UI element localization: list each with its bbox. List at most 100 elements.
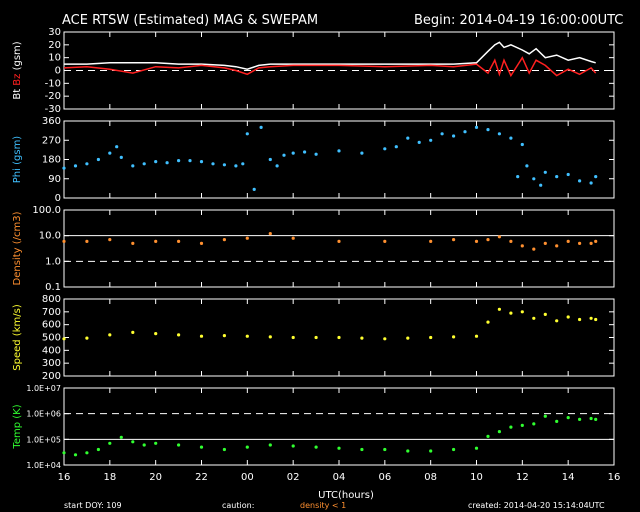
data-point-temp xyxy=(73,453,78,457)
data-point-phi xyxy=(259,125,263,129)
x-tick-label: 22 xyxy=(195,472,208,483)
data-point-temp xyxy=(199,445,204,449)
y-tick-label: 20 xyxy=(48,40,61,51)
data-point-density xyxy=(543,241,547,245)
y-tick-label: 1.0E+05 xyxy=(26,435,61,444)
y-tick-label: 1.0E+07 xyxy=(26,384,61,393)
start-doy: start DOY: 109 xyxy=(64,501,122,510)
data-point-speed xyxy=(566,315,570,319)
data-point-density xyxy=(566,239,570,243)
y-axis-label: Phi (gsm) xyxy=(12,136,23,184)
data-point-density xyxy=(474,239,479,243)
data-point-temp xyxy=(532,422,536,426)
x-tick-label: 18 xyxy=(103,472,116,483)
data-point-temp xyxy=(497,430,501,434)
data-point-phi xyxy=(452,134,456,138)
y-tick-label: -20 xyxy=(45,91,61,102)
data-point-phi xyxy=(555,175,559,179)
data-point-density xyxy=(497,235,501,239)
data-point-phi xyxy=(85,162,89,166)
data-point-phi xyxy=(252,187,256,191)
data-point-temp xyxy=(578,417,582,421)
data-point-density xyxy=(578,241,582,245)
data-point-speed xyxy=(85,336,89,340)
data-point-speed xyxy=(452,335,456,339)
data-point-temp xyxy=(383,447,387,452)
data-point-speed xyxy=(474,334,479,338)
chart-title: ACE RTSW (Estimated) MAG & SWEPAM xyxy=(62,13,318,28)
data-point-phi xyxy=(199,160,204,164)
data-point-speed xyxy=(268,335,272,339)
data-point-density xyxy=(532,247,536,251)
data-point-speed xyxy=(520,310,524,314)
begin-timestamp: Begin: 2014-04-19 16:00:00UTC xyxy=(414,13,623,28)
data-point-temp xyxy=(108,441,112,445)
data-point-speed xyxy=(589,316,593,320)
x-tick-label: 14 xyxy=(562,472,575,483)
data-point-phi xyxy=(131,164,135,168)
data-point-phi xyxy=(525,164,529,168)
data-point-density xyxy=(520,244,524,248)
data-point-density xyxy=(594,239,598,243)
data-point-phi xyxy=(543,170,547,174)
data-point-temp xyxy=(177,443,181,447)
data-point-phi xyxy=(578,179,582,183)
y-tick-label: 90 xyxy=(48,174,61,185)
y-tick-label: 10 xyxy=(48,53,61,64)
data-point-temp xyxy=(131,440,135,444)
data-point-density xyxy=(62,239,66,243)
y-tick-label: 1.0E+06 xyxy=(26,410,61,419)
data-point-speed xyxy=(291,335,295,340)
x-tick-label: 08 xyxy=(424,472,437,483)
data-point-density xyxy=(199,241,204,245)
y-tick-label: 100.0 xyxy=(32,205,61,216)
data-point-speed xyxy=(62,337,66,341)
data-point-temp xyxy=(222,447,226,452)
data-point-temp xyxy=(486,434,490,438)
y-tick-label: 800 xyxy=(42,294,61,305)
density-caution-note: density < 1 xyxy=(300,501,346,510)
data-point-phi xyxy=(516,175,520,179)
data-point-phi xyxy=(275,164,279,168)
data-point-density xyxy=(131,241,135,245)
data-point-temp xyxy=(555,419,559,423)
data-point-phi xyxy=(589,181,593,185)
y-tick-label: 200 xyxy=(42,371,61,382)
y-axis-label: Temp (K) xyxy=(12,404,23,449)
data-point-temp xyxy=(154,441,158,445)
data-point-density xyxy=(291,236,295,240)
data-point-speed xyxy=(383,337,387,341)
y-tick-label: 600 xyxy=(42,320,61,331)
y-tick-label: 180 xyxy=(42,155,61,166)
data-point-density xyxy=(85,239,89,243)
x-tick-label: 00 xyxy=(241,472,254,483)
data-point-speed xyxy=(497,307,501,311)
y-axis-label: Density (/cm3) xyxy=(12,211,23,285)
x-tick-label: 20 xyxy=(149,472,162,483)
data-point-temp xyxy=(509,425,513,429)
data-point-phi xyxy=(282,153,286,157)
data-point-phi xyxy=(62,166,66,170)
x-tick-label: 02 xyxy=(287,472,300,483)
data-point-temp xyxy=(142,443,146,447)
data-point-speed xyxy=(108,333,112,337)
data-point-temp xyxy=(360,447,364,452)
x-axis-label: UTC(hours) xyxy=(318,490,374,501)
data-point-phi xyxy=(115,145,119,149)
data-point-temp xyxy=(119,435,123,439)
caution-label: caution: xyxy=(222,501,254,510)
y-axis-label: Bt Bz (gsm) xyxy=(12,41,23,99)
created-timestamp: created: 2014-04-20 15:14:04UTC xyxy=(468,501,605,510)
data-point-phi xyxy=(486,128,490,132)
data-point-phi xyxy=(566,172,570,177)
data-point-density xyxy=(177,239,181,243)
data-point-phi xyxy=(222,163,226,167)
data-point-density xyxy=(154,239,158,243)
data-point-density xyxy=(337,239,341,243)
data-point-phi xyxy=(73,164,78,168)
data-point-phi xyxy=(245,132,249,136)
data-point-temp xyxy=(337,446,341,450)
data-point-phi xyxy=(509,136,513,140)
